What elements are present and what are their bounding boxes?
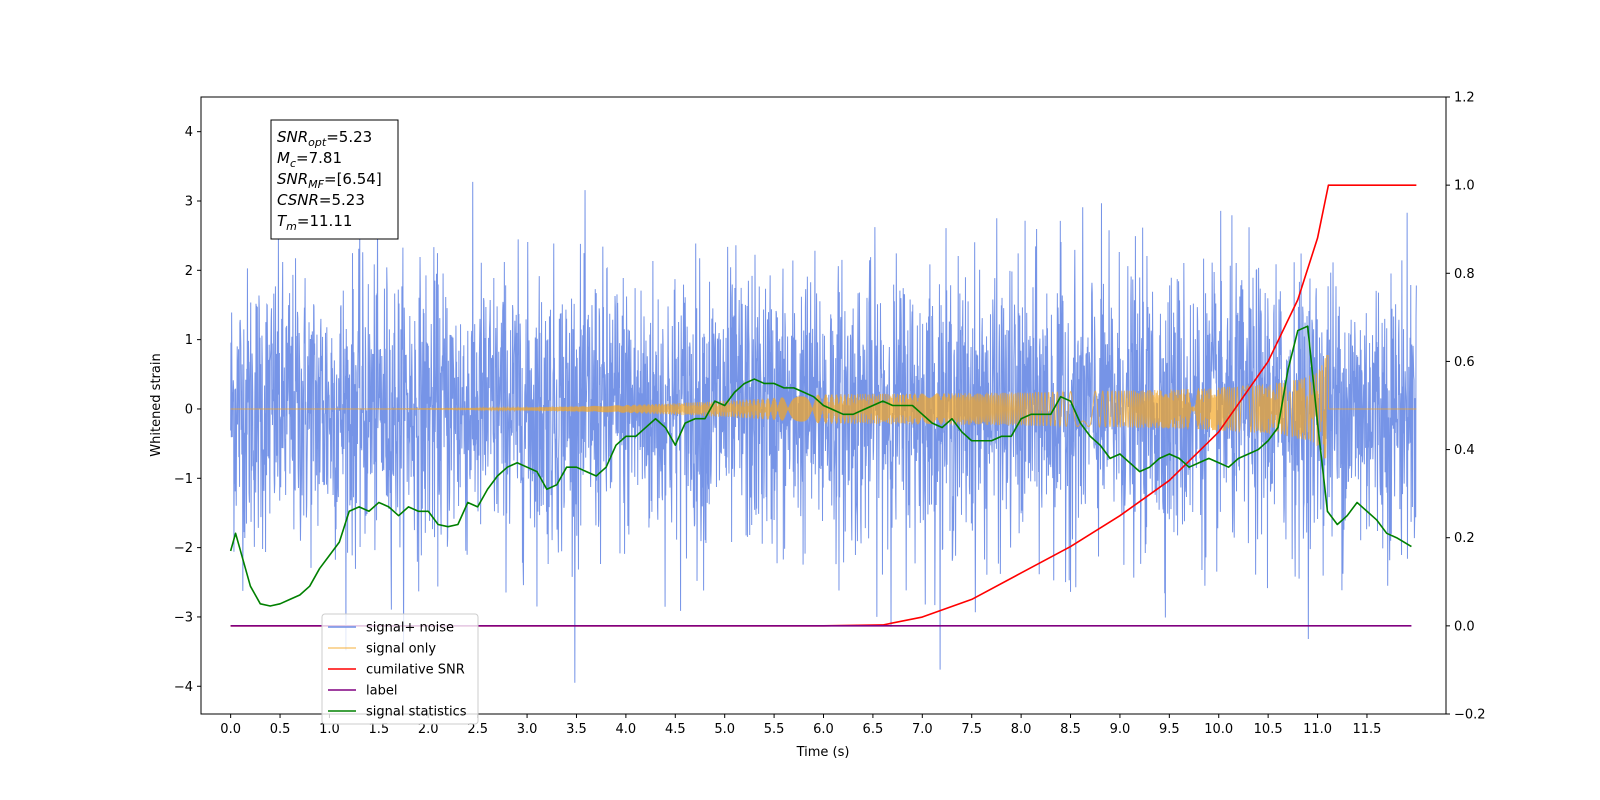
legend-label: signal only: [366, 642, 436, 657]
y-tick-label-left: −1: [174, 472, 193, 487]
y-tick-label-right: 0.4: [1454, 443, 1475, 458]
y-tick-label-left: −4: [174, 680, 193, 695]
x-tick-label: 11.0: [1303, 722, 1332, 737]
y-axis-right: −0.2 0.0 0.2 0.4 0.6 0.8 1.0 1.2: [1446, 91, 1486, 723]
info-line: CSNR=5.23: [277, 191, 365, 209]
y-tick-label-right: 0.6: [1454, 355, 1475, 370]
x-tick-label: 2.0: [418, 722, 439, 737]
legend-label: signal+ noise: [366, 621, 454, 636]
x-tick-label: 2.5: [467, 722, 488, 737]
x-axis-label: Time (s): [796, 745, 850, 760]
x-tick-label: 1.5: [369, 722, 390, 737]
x-tick-label: 5.0: [714, 722, 735, 737]
y-tick-label-left: −2: [174, 541, 193, 556]
x-tick-label: 0.5: [270, 722, 291, 737]
x-tick-label: 1.0: [319, 722, 340, 737]
x-tick-label: 7.5: [961, 722, 982, 737]
x-tick-label: 0.0: [220, 722, 241, 737]
legend: signal+ noise signal only cumilative SNR la…: [321, 613, 479, 725]
x-tick-label: 5.5: [764, 722, 785, 737]
x-tick-label: 8.0: [1011, 722, 1032, 737]
y-tick-label-left: 1: [185, 333, 193, 348]
x-tick-label: 3.5: [566, 722, 587, 737]
x-tick-label: 10.5: [1254, 722, 1283, 737]
info-line: Mc=7.81: [277, 149, 342, 170]
info-line: Tm=11.11: [277, 212, 352, 233]
x-tick-label: 11.5: [1352, 722, 1381, 737]
y-tick-label-right: 0.8: [1454, 267, 1475, 282]
y-tick-label-left: 4: [185, 125, 193, 140]
y-tick-label-left: −3: [174, 610, 193, 625]
y-tick-label-right: 1.2: [1454, 91, 1475, 106]
y-tick-label-right: 1.0: [1454, 179, 1475, 194]
x-tick-label: 4.0: [616, 722, 637, 737]
legend-label: label: [366, 684, 397, 699]
y-tick-label-left: 0: [185, 402, 193, 417]
plot-area: [229, 181, 1417, 683]
x-tick-label: 4.5: [665, 722, 686, 737]
x-tick-label: 9.5: [1159, 722, 1180, 737]
y-axis-left: −4 −3 −2 −1 0 1 2 3 4: [174, 125, 201, 695]
x-tick-label: 10.0: [1204, 722, 1233, 737]
info-line: SNRMF=[6.54]: [277, 170, 382, 191]
y-tick-label-left: 2: [185, 264, 193, 279]
series-signal-only: [230, 355, 1417, 459]
series-signal-noise: [230, 181, 1417, 683]
x-tick-label: 6.5: [863, 722, 884, 737]
x-tick-label: 8.5: [1060, 722, 1081, 737]
series-cumulative-snr: [230, 184, 1417, 627]
series-signal-statistics: [229, 325, 1412, 607]
x-axis: 0.0 0.5 1.0 1.5 2.0 2.5 3.0 3.5 4.0 4.5 5.0 5.5 6.0 6…: [220, 714, 1381, 737]
info-box-frame: [270, 119, 399, 240]
y-tick-label-right: 0.0: [1454, 619, 1475, 634]
legend-frame: [321, 613, 479, 725]
x-tick-label: 7.0: [912, 722, 933, 737]
y-tick-label-right: −0.2: [1454, 708, 1486, 723]
x-tick-label: 6.0: [813, 722, 834, 737]
y-tick-label-right: 0.2: [1454, 531, 1475, 546]
info-line: SNRopt=5.23: [277, 128, 372, 149]
x-tick-label: 9.0: [1110, 722, 1131, 737]
y-axis-label: Whitened strain: [149, 353, 164, 456]
legend-label: cumilative SNR: [366, 663, 465, 678]
x-tick-label: 3.0: [517, 722, 538, 737]
y-tick-label-left: 3: [185, 194, 193, 209]
legend-label: signal statistics: [366, 705, 467, 720]
